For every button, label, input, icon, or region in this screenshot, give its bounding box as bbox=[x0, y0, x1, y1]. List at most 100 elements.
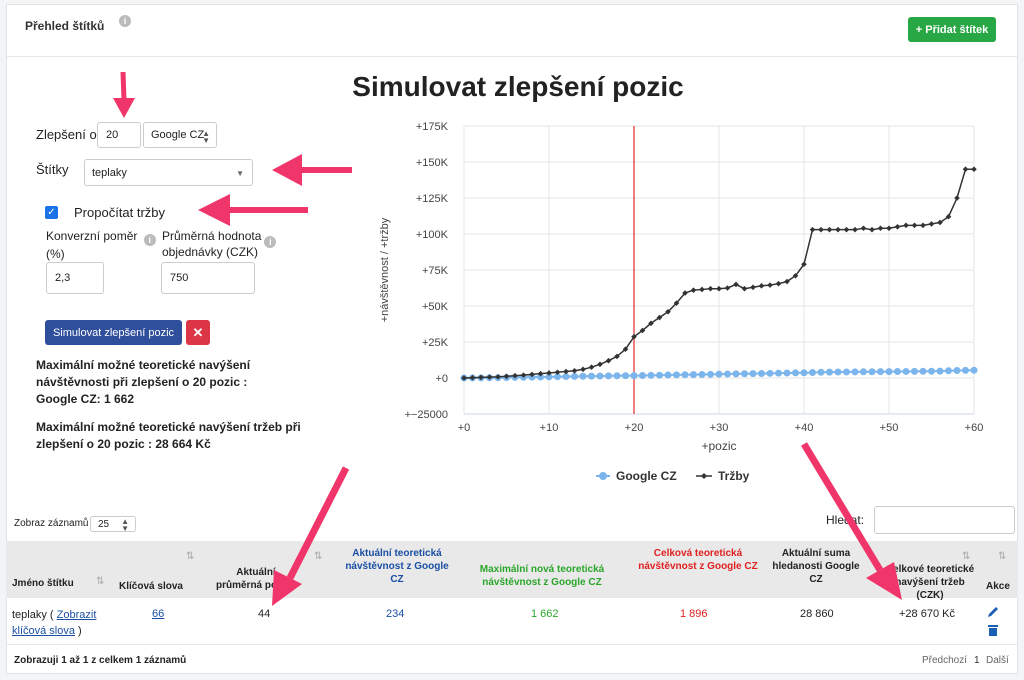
data-point bbox=[486, 374, 493, 380]
tag-name-text: teplaky ( bbox=[12, 609, 54, 621]
sort-icon[interactable]: ⇅ bbox=[998, 551, 1007, 562]
length-label: Zobraz záznamů bbox=[14, 518, 89, 529]
y-tick-label: +150K bbox=[416, 157, 449, 169]
x-tick-label: +10 bbox=[540, 422, 559, 434]
x-tick-label: +50 bbox=[880, 422, 899, 434]
col-current-traffic[interactable]: Aktuální teoretická návštěvnost z Google… bbox=[345, 548, 449, 585]
row-divider bbox=[6, 644, 1018, 645]
x-axis-label: +pozic bbox=[701, 439, 736, 453]
simulation-chart: +175K +150K +125K +100K +75K +50K +25K +0 +−2500… bbox=[379, 121, 984, 483]
trash-icon[interactable] bbox=[986, 623, 1000, 637]
data-point bbox=[962, 366, 969, 374]
tags-label: Štítky bbox=[36, 162, 69, 177]
engine-select[interactable]: Google CZ ▲ ▼ bbox=[143, 122, 217, 148]
data-point bbox=[715, 370, 723, 378]
improve-input[interactable] bbox=[97, 122, 141, 148]
result-traffic-line2: návštěvnosti při zlepšení o 20 pozic : bbox=[36, 375, 248, 389]
edit-icon[interactable] bbox=[986, 605, 1000, 619]
col-search-sum[interactable]: Aktuální suma hledanosti Google CZ bbox=[772, 548, 860, 585]
result-traffic-line1: Maximální možné teoretické navýšení bbox=[36, 358, 251, 372]
y-tick-label: +0 bbox=[435, 373, 448, 385]
y-tick-label: +25K bbox=[422, 337, 449, 349]
add-tag-button[interactable]: + Přidat štítek bbox=[908, 17, 996, 42]
pager-next[interactable]: Další bbox=[986, 655, 1009, 666]
data-point bbox=[673, 371, 680, 379]
length-select[interactable]: 25 ▲ ▼ bbox=[90, 516, 136, 533]
sort-icon[interactable]: ⇅ bbox=[96, 576, 105, 587]
data-point bbox=[928, 221, 935, 227]
data-point bbox=[682, 290, 688, 296]
col-keywords[interactable]: Klíčová slova bbox=[119, 581, 183, 592]
sort-icon[interactable]: ⇅ bbox=[186, 551, 195, 562]
data-point bbox=[562, 373, 570, 381]
conversion-input[interactable] bbox=[46, 262, 104, 294]
info-icon[interactable]: i bbox=[143, 234, 156, 246]
cell-total-traffic: 1 896 bbox=[680, 608, 708, 620]
data-point bbox=[741, 370, 748, 378]
data-point bbox=[478, 374, 484, 381]
data-point bbox=[563, 368, 569, 375]
keywords-count-link[interactable]: 66 bbox=[152, 608, 165, 620]
pager-prev[interactable]: Předchozí bbox=[922, 655, 968, 666]
data-point bbox=[869, 226, 875, 233]
data-point bbox=[937, 219, 943, 226]
data-point bbox=[962, 166, 969, 172]
simulator-title: Simulovat zlepšení pozic bbox=[352, 71, 684, 102]
x-tick-label: +30 bbox=[710, 422, 729, 434]
y-tick-label: +100K bbox=[416, 229, 449, 241]
data-point bbox=[809, 369, 816, 377]
data-point bbox=[461, 375, 467, 381]
engine-select-value: Google CZ bbox=[151, 129, 205, 141]
search-input[interactable] bbox=[874, 506, 1015, 534]
sort-icon[interactable]: ⇅ bbox=[962, 551, 971, 562]
data-point bbox=[724, 370, 731, 378]
conversion-label: Konverzní poměr i (%) bbox=[46, 228, 156, 262]
table-info: Zobrazuji 1 až 1 z celkem 1 záznamů bbox=[14, 655, 187, 666]
data-point bbox=[953, 367, 961, 375]
data-point bbox=[868, 368, 876, 376]
data-point bbox=[766, 369, 774, 377]
data-point bbox=[851, 368, 859, 376]
col-avg-position[interactable]: Aktuální průměrná pozice na Google CZ bbox=[215, 567, 297, 591]
clear-button[interactable]: ✕ bbox=[186, 320, 210, 345]
data-point bbox=[945, 367, 952, 375]
data-point bbox=[775, 369, 782, 377]
sort-icon[interactable]: ⇅ bbox=[314, 551, 323, 562]
cell-avg-position: 44 bbox=[258, 608, 271, 620]
data-point bbox=[741, 285, 748, 292]
recalc-checkbox[interactable]: ✓ bbox=[45, 206, 58, 219]
data-point bbox=[826, 226, 833, 233]
data-point bbox=[605, 372, 612, 380]
info-icon[interactable]: i bbox=[119, 15, 131, 27]
col-tag-name[interactable]: Jméno štítku bbox=[12, 578, 74, 589]
order-label-line1: Průměrná hodnota bbox=[162, 229, 262, 243]
result-traffic-line3: Google CZ: 1 662 bbox=[36, 392, 135, 406]
data-point bbox=[733, 281, 739, 288]
order-value-label: Průměrná hodnota objednávky (CZK) i bbox=[162, 228, 277, 260]
info-icon[interactable]: i bbox=[264, 236, 277, 248]
show-keywords-link[interactable]: Zobrazit klíčová slova bbox=[12, 609, 97, 637]
tag-name-close: ) bbox=[78, 625, 82, 637]
conversion-label-line2: (%) bbox=[46, 247, 65, 261]
simulate-button[interactable]: Simulovat zlepšení pozic bbox=[45, 320, 182, 345]
x-tick-label: +20 bbox=[625, 422, 644, 434]
legend-marker bbox=[599, 472, 607, 480]
pager-page-1[interactable]: 1 bbox=[974, 655, 980, 666]
updown-icon: ▲ ▼ bbox=[121, 517, 129, 533]
data-point bbox=[970, 366, 978, 374]
x-tick-label: +60 bbox=[965, 422, 984, 434]
col-max-traffic[interactable]: Maximální nová teoretická návštěvnost z … bbox=[479, 564, 605, 588]
data-point bbox=[707, 285, 714, 292]
legend-label: Tržby bbox=[718, 469, 750, 483]
y-tick-label: +50K bbox=[422, 301, 449, 313]
data-point bbox=[597, 361, 603, 368]
chevron-down-icon: ▼ bbox=[236, 169, 244, 178]
tags-select[interactable]: teplaky ▼ bbox=[84, 159, 253, 186]
data-point bbox=[732, 370, 740, 378]
cell-revenue: +28 670 Kč bbox=[899, 608, 955, 620]
data-point bbox=[749, 370, 757, 378]
col-total-traffic[interactable]: Celková teoretická návštěvnost z Google … bbox=[638, 548, 758, 572]
col-revenue[interactable]: Celkové teoretické navýšení tržeb (CZK) bbox=[885, 564, 975, 601]
order-value-input[interactable] bbox=[161, 262, 255, 294]
legend-label: Google CZ bbox=[616, 469, 677, 483]
